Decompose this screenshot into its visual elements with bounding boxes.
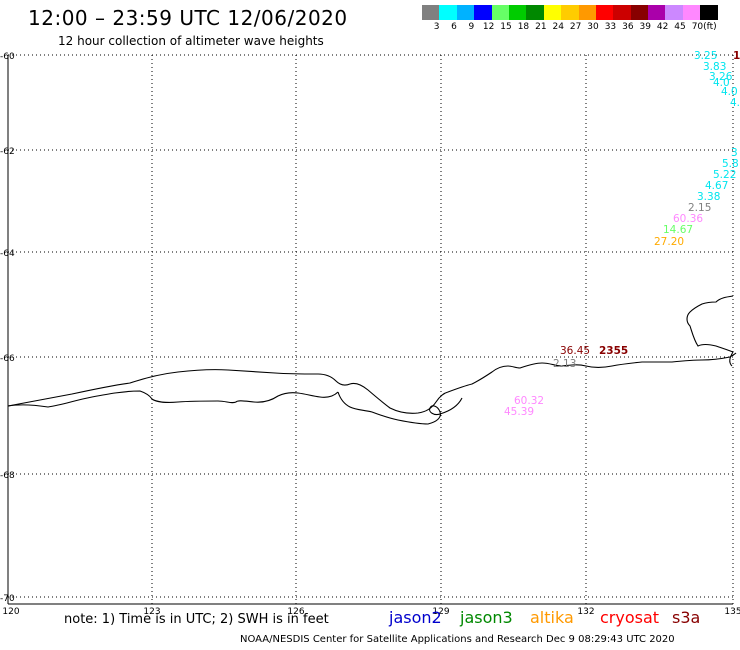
legend-label: 36 [622,22,634,32]
x-axis-labels: 120 123 126 129 132 135 [2,607,740,617]
y-axis-labels: -60 -62 -64 -66 -68 -70 [0,52,15,604]
graticule [8,54,734,604]
y-label: -68 [0,471,15,481]
swh-label: 3.25 [694,50,717,62]
swh-label: 2.13 [553,358,576,370]
satellite-s3a: s3a [672,608,701,627]
x-label: 132 [577,607,594,617]
swh-label: 5.8 [722,158,739,170]
coastline [7,352,737,414]
legend-swatch [700,5,718,20]
x-label: 135 [724,607,740,617]
legend-swatch [456,5,475,20]
swh-label: 4.67 [705,180,728,192]
legend-label: 27 [569,22,582,32]
swh-label: 3.26 [709,71,733,83]
legend-label: 12 [482,22,495,32]
coastline-bay [337,391,463,425]
footer-note: note: 1) Time is in UTC; 2) SWH is in fe… [64,612,329,627]
swh-label: 3 [731,147,738,159]
legend-swatch [474,5,492,20]
x-label: 129 [432,607,449,617]
legend-swatch [578,5,596,20]
coastline-north-coast [7,390,339,408]
legend-label: 42 [656,22,669,32]
legend-label: 6 [451,22,457,32]
coastline-east-bay [729,351,734,367]
legend-label: 30 [587,22,599,32]
satellite-altika: altika [530,608,574,627]
map-title: 12:00 – 23:59 UTC 12/06/2020 [28,6,348,30]
legend-swatch [526,5,544,20]
swh-label: 27.20 [654,236,684,248]
legend-label: 3 [433,22,440,32]
swh-label: 5.22 [713,169,736,181]
credit-line: NOAA/NESDIS Center for Satellite Applica… [240,634,675,645]
satellite-cryosat: cryosat [600,608,660,627]
y-label: -62 [0,147,15,157]
x-label: 123 [143,607,160,617]
swh-label: 4.0 [713,77,730,89]
swh-label: 3.83 [703,61,726,73]
swh-label: 14.67 [663,224,693,236]
legend-label: 45 [674,22,686,32]
legend-label: 39 [639,22,651,32]
legend-swatch [422,5,440,20]
y-label: -64 [0,249,15,259]
legend-swatch [595,5,614,20]
y-label: -70 [0,594,15,604]
legend-swatch [543,5,562,20]
legend-label: 70 [691,22,704,32]
legend-swatch [613,5,631,20]
legend-label: 33 [604,22,617,32]
swh-label: 45.39 [504,406,534,418]
swh-label: 2355 [599,345,628,357]
color-legend-bar [422,5,718,20]
legend-swatch [439,5,457,20]
legend-label: 24 [552,22,564,32]
y-label: -60 [0,52,15,62]
satellite-jason3: jason3 [460,608,513,627]
legend-label: 18 [517,22,530,32]
swh-label: 4.0 [721,86,738,98]
satellite-jason2: jason2 [389,608,442,627]
swh-label: 3.38 [697,191,720,203]
swh-label: 60.36 [673,213,703,225]
legend-swatch [648,5,666,20]
swh-label: 36.45 [560,345,590,357]
map-subtitle: 12 hour collection of altimeter wave hei… [58,34,324,48]
legend-label: 21 [535,22,547,32]
measurement-labels: 3.25 1 3.83 3.26 4.0 4.0 4. 3 5.8 5.22 4… [504,50,740,418]
coastline-east-lobe [686,295,734,353]
legend-swatch [665,5,683,20]
y-label: -66 [0,354,15,364]
legend-label: 15 [500,22,512,32]
x-label: 126 [287,607,304,617]
legend-swatch [508,5,527,20]
color-legend-labels: 3 6 9 12 15 18 21 24 27 30 33 36 39 42 45 70 (ft) [422,22,740,34]
x-label: 120 [2,607,19,617]
legend-swatch [561,5,579,20]
legend-label: 9 [468,22,475,32]
legend-swatch [491,5,509,20]
swh-label: 60.32 [514,395,544,407]
swh-label: 2.15 [688,202,711,214]
swh-label: 1 [733,50,740,62]
legend-swatch [682,5,701,20]
legend-label: (ft) [703,22,717,32]
swh-label: 4. [730,97,740,109]
legend-swatch [630,5,649,20]
